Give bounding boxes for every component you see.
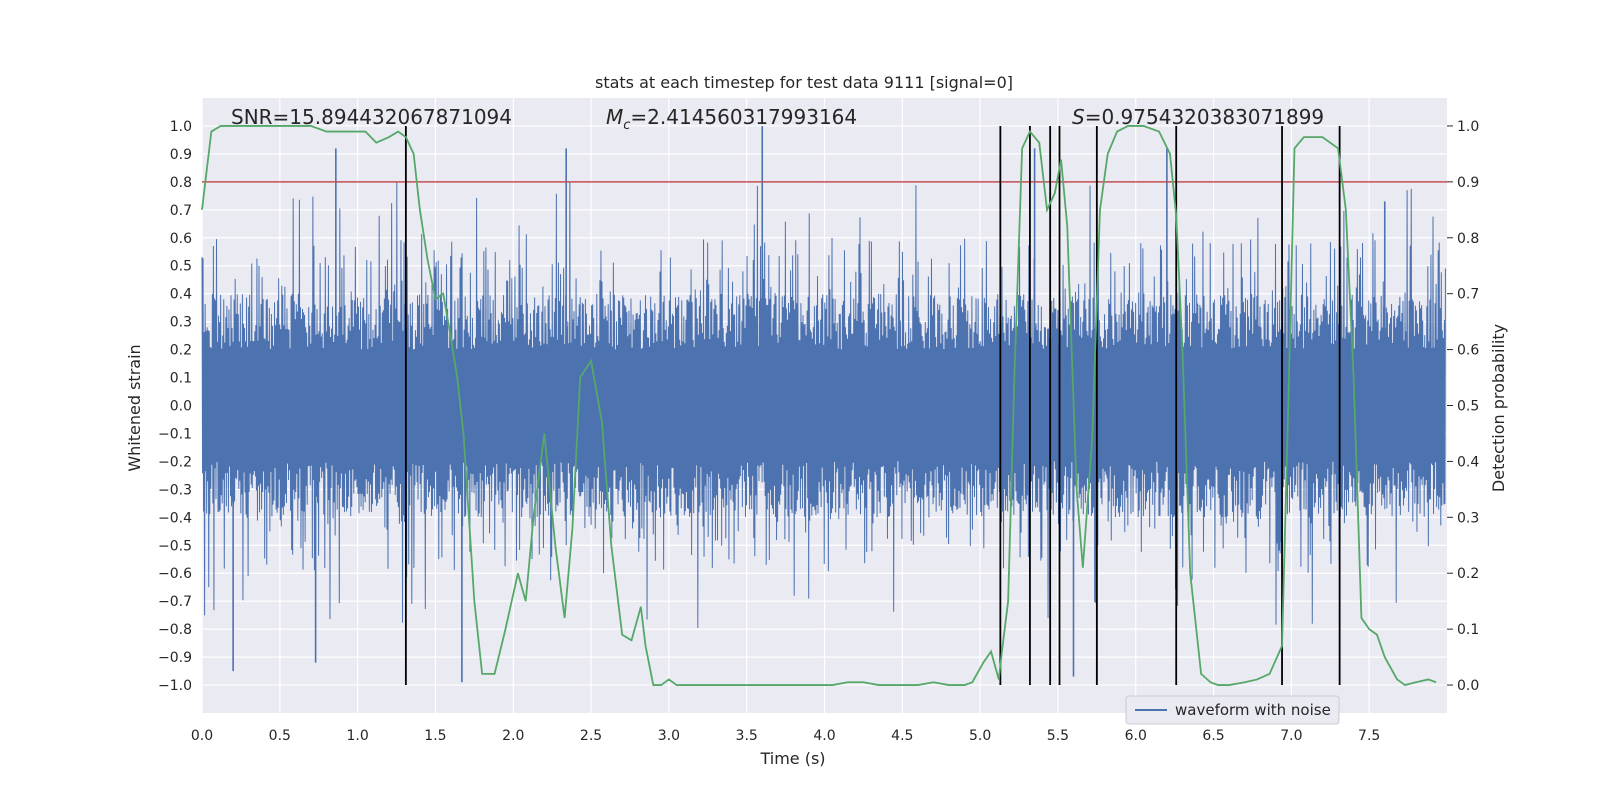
chart-title: stats at each timestep for test data 911… — [595, 73, 1013, 92]
y2-tick-label: 0.5 — [1457, 399, 1479, 415]
y-tick-label: 0.7 — [170, 203, 192, 219]
y-axis-ticks: 1.0 0.9 0.8 0.7 0.6 0.5 0.4 0.3 0.2 0.1 0.0 −0.1 −0.… — [158, 119, 192, 694]
y-tick-label: −0.6 — [158, 566, 192, 582]
x-tick-label: 2.0 — [502, 728, 524, 744]
waveform-path — [201, 181, 1446, 629]
legend-box — [1125, 695, 1340, 725]
x-tick-label: 5.0 — [969, 728, 991, 744]
y-tick-label: 0.9 — [170, 147, 192, 163]
chirp-mass-annotation: Mc=2.414560317993164 — [606, 105, 857, 133]
y2-tick-label: 0.9 — [1457, 175, 1479, 191]
y2-tick-label: 1.0 — [1457, 119, 1479, 135]
y-tick-label: −0.1 — [158, 426, 192, 442]
x-tick-label: 7.5 — [1358, 728, 1380, 744]
x-axis-ticks: 0.0 0.5 1.0 1.5 2.0 2.5 3.0 3.5 4.0 4.5 5.0 5.5 6.0 6… — [191, 728, 1380, 744]
y-tick-label: 0.8 — [170, 175, 192, 191]
y-tick-label: −0.9 — [158, 650, 192, 666]
x-tick-label: 6.0 — [1125, 728, 1147, 744]
y2-axis-label: Detection probability — [1489, 324, 1508, 492]
y2-tick-label: 0.6 — [1457, 343, 1479, 359]
y2-tick-label: 0.7 — [1457, 287, 1479, 303]
y2-tick-label: 0.4 — [1457, 454, 1479, 470]
x-tick-label: 4.0 — [813, 728, 835, 744]
y-tick-label: −0.5 — [158, 538, 192, 554]
x-tick-label: 5.5 — [1047, 728, 1069, 744]
y-tick-label: 0.6 — [170, 231, 192, 247]
x-tick-label: 3.5 — [736, 728, 758, 744]
mc-symbol: M — [606, 105, 623, 129]
y-tick-label: 0.1 — [170, 371, 192, 387]
y-tick-label: 0.3 — [170, 315, 192, 331]
x-tick-label: 0.5 — [269, 728, 291, 744]
y2-tick-label: 0.3 — [1457, 510, 1479, 526]
x-tick-label: 1.0 — [346, 728, 368, 744]
vertical-markers — [404, 125, 1341, 686]
y-tick-label: −0.2 — [158, 454, 192, 470]
x-tick-label: 4.5 — [891, 728, 913, 744]
x-tick-label: 0.0 — [191, 728, 213, 744]
y-tick-label: −0.8 — [158, 622, 192, 638]
y-tick-label: 0.5 — [170, 259, 192, 275]
y2-tick-label: 0.1 — [1457, 622, 1479, 638]
y-tick-label: −1.0 — [158, 678, 192, 694]
y-axis-label: Whitened strain — [125, 344, 144, 471]
x-tick-label: 6.5 — [1202, 728, 1224, 744]
x-tick-label: 3.0 — [658, 728, 680, 744]
x-axis-label: Time (s) — [759, 749, 825, 768]
s-value: =0.9754320383071899 — [1085, 105, 1324, 129]
y-tick-label: 0.0 — [170, 399, 192, 415]
y-tick-label: −0.3 — [158, 482, 192, 498]
mc-subscript: c — [623, 118, 630, 133]
y2-tick-label: 0.0 — [1457, 678, 1479, 694]
y-tick-label: 0.2 — [170, 343, 192, 359]
x-tick-label: 1.5 — [424, 728, 446, 744]
y2-tick-label: 0.2 — [1457, 566, 1479, 582]
s-annotation: S=0.9754320383071899 — [1072, 105, 1324, 129]
detection-probability-line — [201, 125, 1437, 687]
legend-label: waveform with noise — [1175, 701, 1331, 719]
x-tick-label: 2.5 — [580, 728, 602, 744]
y-tick-label: 0.4 — [170, 287, 192, 303]
y2-axis-ticks: 1.0 0.9 0.8 0.7 0.6 0.5 0.4 0.3 0.2 0.1 0.0 — [1447, 119, 1479, 694]
legend: waveform with noise — [1125, 695, 1340, 725]
s-symbol: S — [1072, 105, 1085, 129]
y-tick-label: −0.4 — [158, 510, 192, 526]
y-tick-label: −0.7 — [158, 594, 192, 610]
x-tick-label: 7.0 — [1280, 728, 1302, 744]
detection-probability-series — [201, 125, 1437, 687]
mc-value: =2.414560317993164 — [630, 105, 857, 129]
y2-tick-label: 0.8 — [1457, 231, 1479, 247]
y-tick-label: 1.0 — [170, 119, 192, 135]
snr-annotation: SNR=15.894432067871094 — [231, 105, 512, 129]
